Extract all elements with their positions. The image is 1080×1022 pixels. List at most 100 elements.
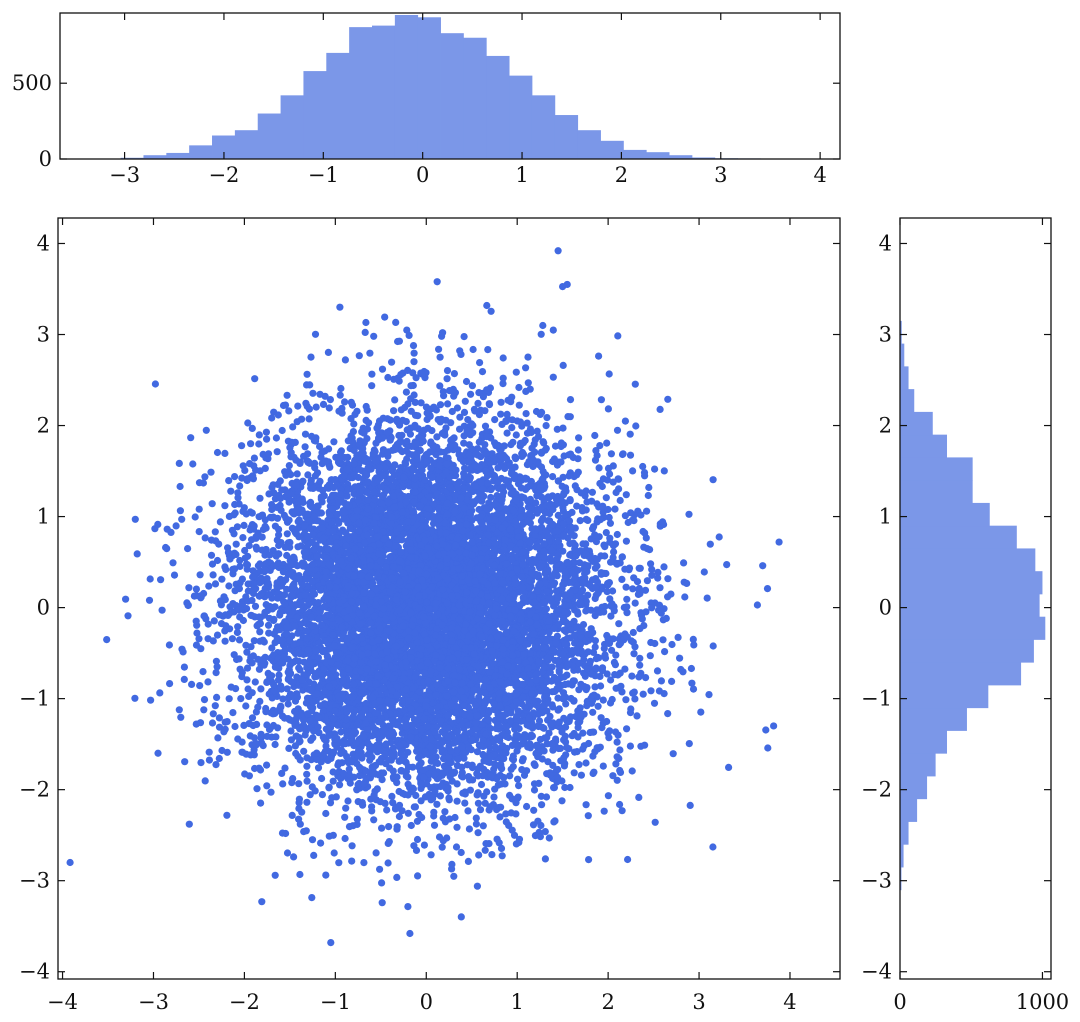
scatter-point <box>534 433 543 441</box>
scatter-point <box>257 799 265 807</box>
scatter-point <box>169 559 177 567</box>
scatter-point <box>343 492 351 500</box>
scatter-point <box>541 828 549 836</box>
scatter-point <box>418 813 426 822</box>
scatter-point <box>473 748 481 756</box>
scatter-point <box>524 353 532 361</box>
scatter-point <box>295 780 303 788</box>
scatter-point <box>660 563 668 571</box>
scatter-point <box>700 568 708 576</box>
scatter-point <box>218 575 226 583</box>
scatter-point <box>709 642 717 650</box>
scatter-point <box>441 808 449 816</box>
scatter-point <box>255 431 263 439</box>
scatter-point <box>345 765 353 773</box>
scatter-point <box>407 407 415 415</box>
scatter-point <box>445 758 453 766</box>
scatter-point <box>256 628 264 636</box>
scatter-point <box>473 882 481 890</box>
scatter-point <box>177 713 185 721</box>
scatter-point <box>461 799 469 807</box>
scatter-point <box>630 650 638 658</box>
histogram-bar <box>600 140 624 159</box>
scatter-point <box>641 741 649 749</box>
scatter-point <box>250 637 258 645</box>
scatter-point <box>579 729 587 737</box>
scatter-point <box>487 493 495 502</box>
scatter-point <box>544 517 552 525</box>
scatter-point <box>250 734 258 742</box>
scatter-point <box>122 595 130 603</box>
scatter-point <box>584 812 592 820</box>
scatter-point <box>635 793 643 802</box>
scatter-point <box>420 841 428 849</box>
scatter-point <box>635 673 643 681</box>
scatter-point <box>176 482 184 491</box>
scatter-point <box>257 685 265 693</box>
scatter-point <box>643 577 652 585</box>
histogram-bar <box>669 155 693 159</box>
scatter-point <box>676 654 684 662</box>
scatter-point <box>433 433 441 441</box>
scatter-point <box>307 353 315 361</box>
scatter-point <box>158 606 166 614</box>
scatter-point <box>622 696 630 704</box>
scatter-point <box>262 546 270 554</box>
scatter-point <box>353 815 361 823</box>
scatter-point <box>414 872 422 880</box>
scatter-point <box>292 749 300 758</box>
scatter-point <box>399 369 407 377</box>
scatter-point <box>460 754 468 762</box>
x-tick-label: −1 <box>308 163 339 187</box>
scatter-point <box>329 777 337 785</box>
scatter-point <box>212 669 220 677</box>
scatter-point <box>243 664 252 672</box>
histogram-bar <box>646 152 670 159</box>
scatter-point <box>636 661 644 669</box>
histogram-bar <box>326 52 350 159</box>
scatter-point <box>585 739 593 748</box>
scatter-point <box>310 851 318 860</box>
scatter-point <box>623 603 631 611</box>
scatter-point <box>462 377 471 386</box>
scatter-point <box>430 808 438 816</box>
scatter-point <box>468 764 477 772</box>
scatter-point <box>326 463 334 471</box>
scatter-point <box>409 342 418 350</box>
scatter-point <box>457 913 465 921</box>
scatter-point <box>196 682 204 690</box>
scatter-point <box>393 823 401 831</box>
scatter-point <box>460 408 469 416</box>
scatter-point <box>460 333 468 341</box>
scatter-point <box>330 438 338 446</box>
scatter-point <box>380 769 388 777</box>
scatter-point <box>522 364 530 372</box>
scatter-point <box>654 574 662 582</box>
scatter-point <box>561 783 569 792</box>
scatter-point <box>215 723 224 731</box>
scatter-point <box>453 797 461 805</box>
scatter-point <box>606 470 614 478</box>
histogram-bar <box>509 75 533 159</box>
scatter-point <box>378 879 386 887</box>
histogram-bar <box>577 130 601 159</box>
scatter-point <box>244 419 252 427</box>
scatter-point <box>228 635 236 643</box>
scatter-point <box>341 813 349 821</box>
x-tick-label: 1 <box>515 163 528 187</box>
scatter-point <box>211 580 220 588</box>
scatter-point <box>535 543 543 552</box>
scatter-point <box>597 396 606 404</box>
scatter-point <box>687 664 696 673</box>
scatter-point <box>355 352 363 360</box>
scatter-point <box>253 785 261 793</box>
scatter-point <box>607 450 616 458</box>
scatter-point <box>305 415 313 423</box>
histogram-bar <box>554 115 579 159</box>
scatter-point <box>582 759 590 767</box>
scatter-point <box>444 400 452 408</box>
scatter-point <box>628 672 636 680</box>
histogram-bar <box>166 152 190 159</box>
scatter-point <box>347 398 355 406</box>
histogram-bar <box>349 27 373 160</box>
